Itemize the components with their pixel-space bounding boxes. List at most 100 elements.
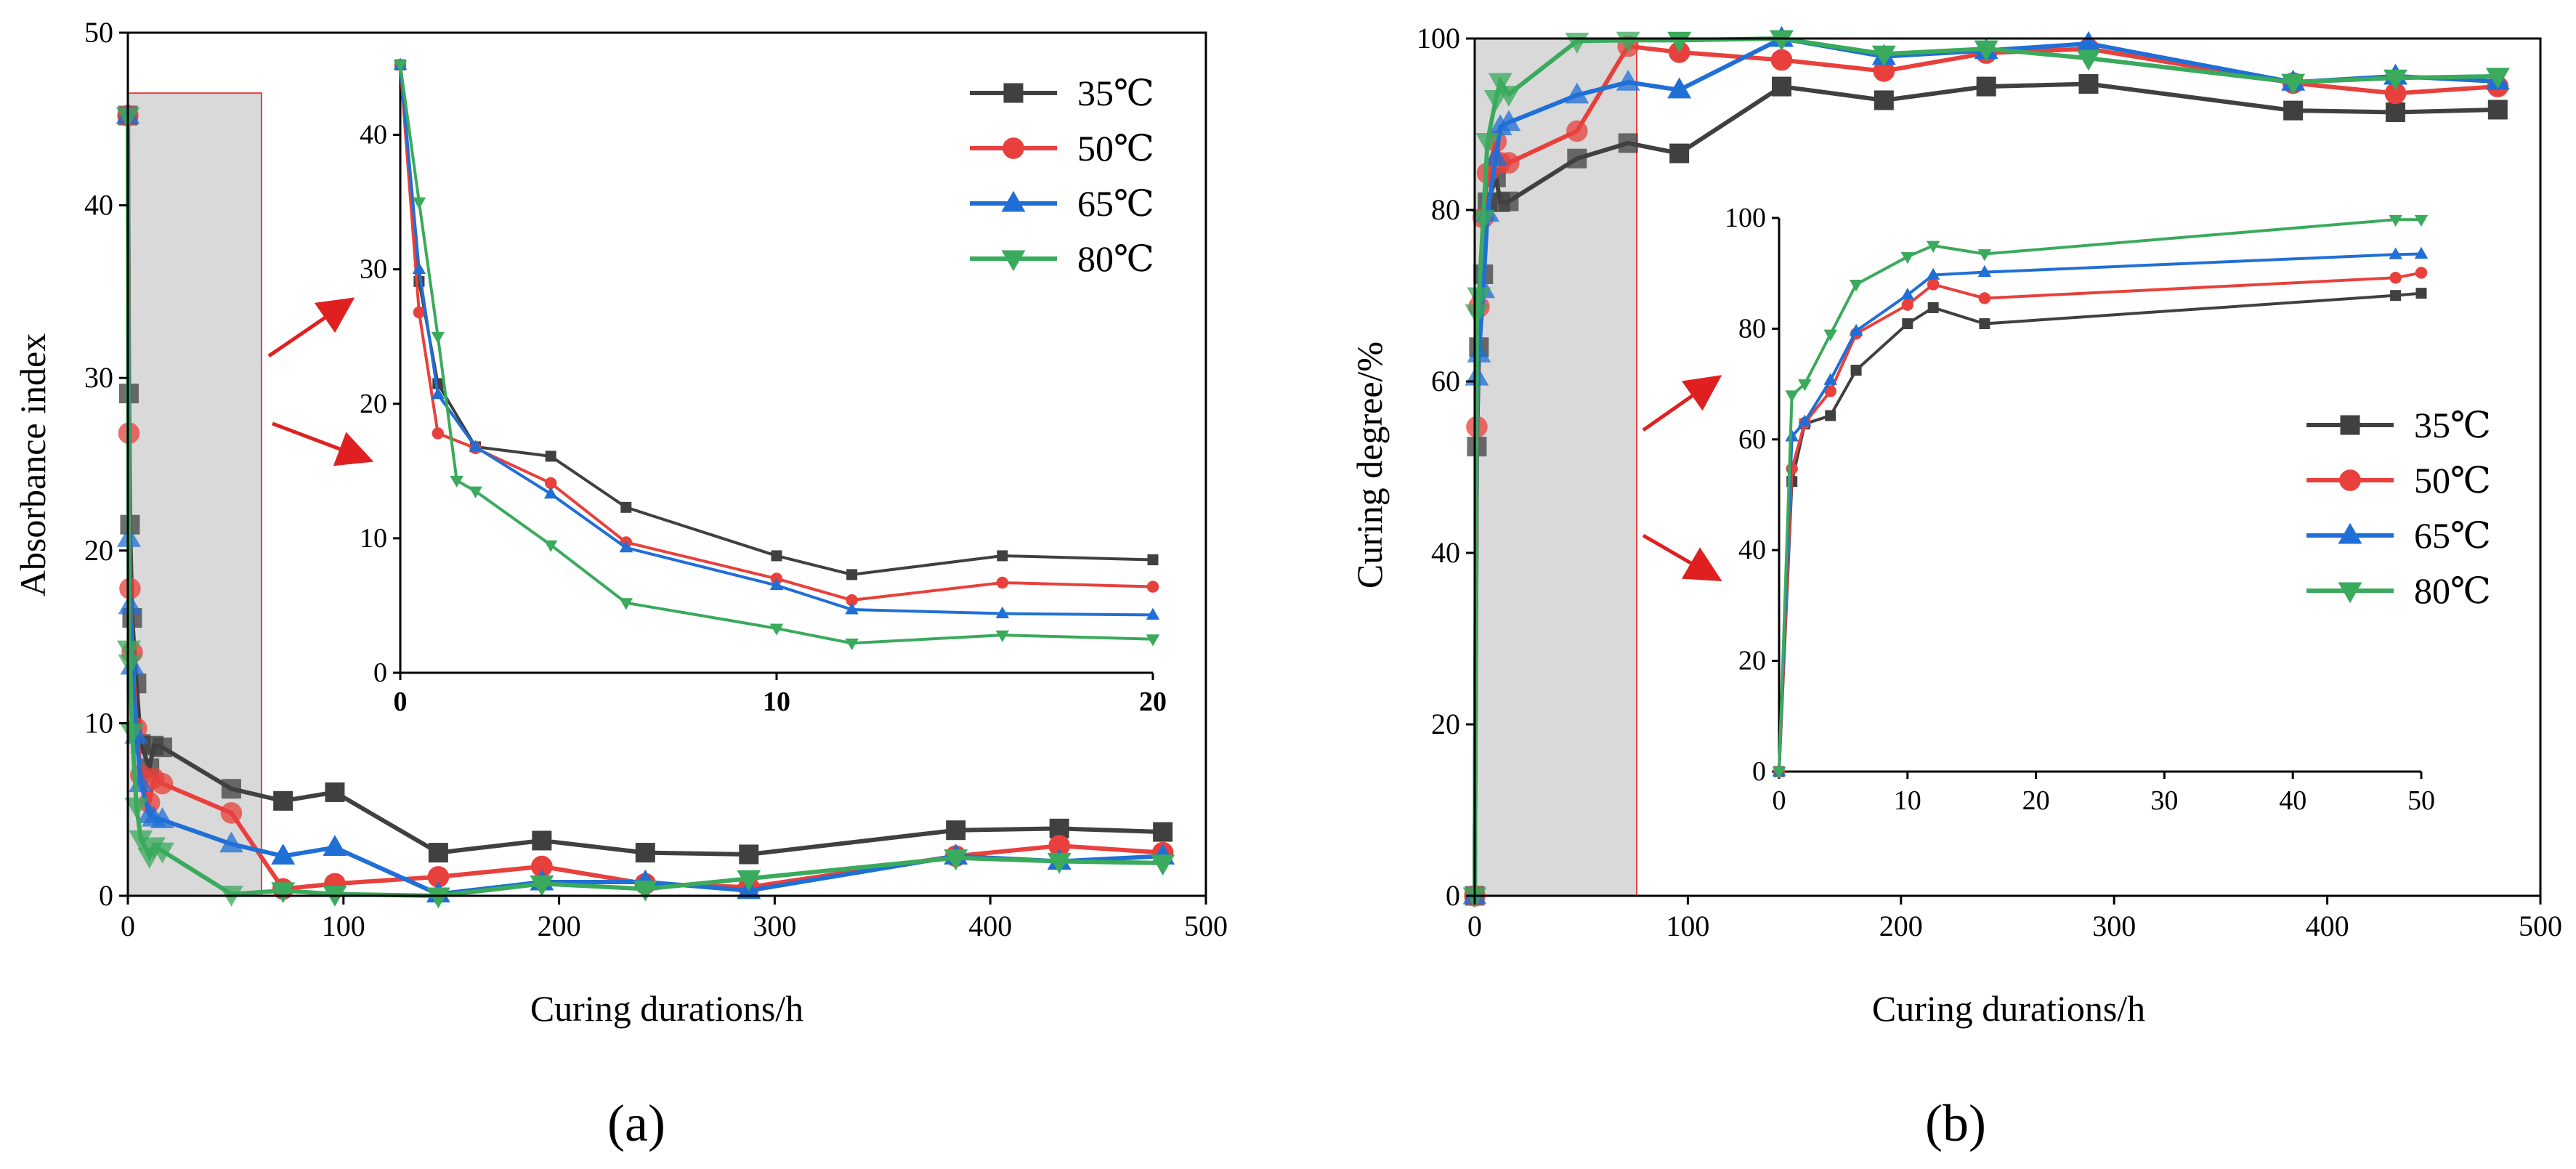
inset-data-point	[1798, 414, 1812, 426]
inset-data-point	[620, 501, 632, 513]
inset-series-80C	[1772, 214, 2429, 779]
panel-a-label: (a)	[607, 1094, 665, 1152]
data-point	[1770, 49, 1793, 71]
data-point	[1488, 73, 1512, 94]
data-point	[2076, 49, 2101, 71]
x-tick-label: 300	[2092, 910, 2136, 942]
inset-data-point	[432, 427, 444, 440]
data-point	[271, 882, 296, 904]
inset-x-tick-label: 10	[763, 687, 790, 717]
data-point	[1667, 77, 1692, 99]
data-point	[2078, 74, 2099, 94]
data-point	[1467, 341, 1491, 363]
panel-b-series-group	[1462, 25, 2510, 909]
y-tick-label: 60	[1431, 365, 1460, 397]
legend-label: 35℃	[2414, 405, 2491, 445]
inset-y-tick-label: 60	[1738, 424, 1766, 455]
data-point	[1874, 90, 1894, 110]
inset-data-point	[1823, 373, 1837, 385]
inset-data-point	[1977, 249, 1992, 262]
inset-series-line	[1778, 291, 2422, 772]
inset-data-point	[412, 197, 426, 209]
legend-label: 65℃	[1077, 183, 1154, 224]
panel-a-x-axis-title: Curing durations/h	[530, 988, 803, 1029]
inset-data-point	[2389, 272, 2402, 284]
data-point	[1047, 852, 1072, 874]
inset-data-point	[1849, 323, 1863, 336]
panel-b-y-axis-title: Curing degree/%	[1349, 341, 1390, 588]
legend-item: 35℃	[970, 73, 1154, 113]
data-point	[944, 849, 968, 870]
inset-data-point	[1902, 318, 1913, 330]
inset-y-tick-label: 40	[360, 120, 387, 150]
inset-data-point	[1927, 278, 1940, 291]
inset-data-point	[1825, 410, 1836, 421]
panel-a-zoom-arrow-lower	[272, 421, 374, 466]
inset-data-point	[2415, 267, 2428, 279]
inset-series-line	[1778, 218, 2421, 772]
inset-data-point	[1978, 292, 1991, 304]
data-point	[323, 835, 347, 857]
inset-data-point	[469, 486, 482, 498]
y-tick-label: 20	[84, 534, 113, 567]
panel-b-legend: 35℃ 50℃ 65℃ 80℃	[2306, 405, 2491, 611]
x-tick-label: 200	[1879, 910, 1923, 942]
inset-data-point	[995, 630, 1010, 642]
data-point	[1467, 287, 1491, 309]
data-point	[2283, 100, 2304, 121]
series-line	[1473, 36, 2498, 897]
data-point	[2385, 102, 2405, 122]
data-point	[1465, 304, 1489, 325]
inset-data-point	[543, 487, 558, 499]
legend-label: 65℃	[2414, 515, 2491, 556]
panel-b-inset: 0 10 20 30 40 50 0 20 40 60 80 100	[1725, 203, 2435, 816]
panel-b-zoom-arrow-lower	[1642, 533, 1722, 582]
inset-data-point	[1900, 251, 1915, 264]
x-tick-label: 500	[1184, 910, 1228, 942]
data-point	[220, 802, 243, 824]
inset-data-point	[2414, 246, 2429, 259]
inset-series-80C	[393, 60, 1160, 651]
data-point	[120, 723, 145, 745]
inset-data-point	[1823, 329, 1837, 341]
data-point	[118, 654, 142, 676]
data-point	[1496, 110, 1521, 132]
inset-data-point	[1900, 288, 1915, 300]
data-point	[1771, 76, 1791, 97]
data-point	[152, 737, 172, 758]
inset-data-point	[769, 623, 784, 636]
inset-data-point	[431, 387, 445, 400]
data-point	[221, 779, 241, 799]
inset-y-tick-label: 20	[1738, 646, 1766, 676]
data-point	[151, 772, 174, 795]
panel-a-plot-frame	[126, 31, 1207, 897]
inset-data-point	[431, 331, 445, 344]
data-point	[219, 831, 243, 853]
inset-data-point	[1798, 379, 1812, 392]
inset-data-point	[1927, 302, 1939, 313]
panel-b-plot-frame	[1473, 37, 2542, 897]
inset-y-tick-label: 40	[1738, 535, 1766, 565]
data-point	[2485, 68, 2510, 89]
x-tick-label: 200	[538, 910, 581, 942]
inset-data-point	[1146, 607, 1160, 620]
legend-label: 50℃	[1077, 128, 1154, 169]
legend-marker	[1001, 250, 1026, 272]
legend-label: 80℃	[1077, 238, 1154, 279]
data-point	[1871, 45, 1896, 67]
panel-a-legend: 35℃ 50℃ 65℃ 80℃	[970, 73, 1154, 279]
legend-marker	[1003, 83, 1024, 103]
inset-series-line	[1778, 271, 2422, 772]
inset-y-tick-label: 80	[1738, 313, 1766, 344]
data-point	[739, 844, 759, 865]
inset-series-line	[399, 65, 1154, 617]
data-point	[1565, 82, 1589, 104]
panel-a-y-axis-title: Absorbance index	[12, 333, 53, 596]
inset-x-tick-label: 30	[2150, 785, 2178, 816]
data-point	[150, 807, 174, 829]
data-point	[428, 843, 448, 863]
legend-marker	[2339, 469, 2361, 491]
inset-data-point	[450, 475, 463, 488]
inset-x-tick-label: 40	[2279, 785, 2306, 816]
